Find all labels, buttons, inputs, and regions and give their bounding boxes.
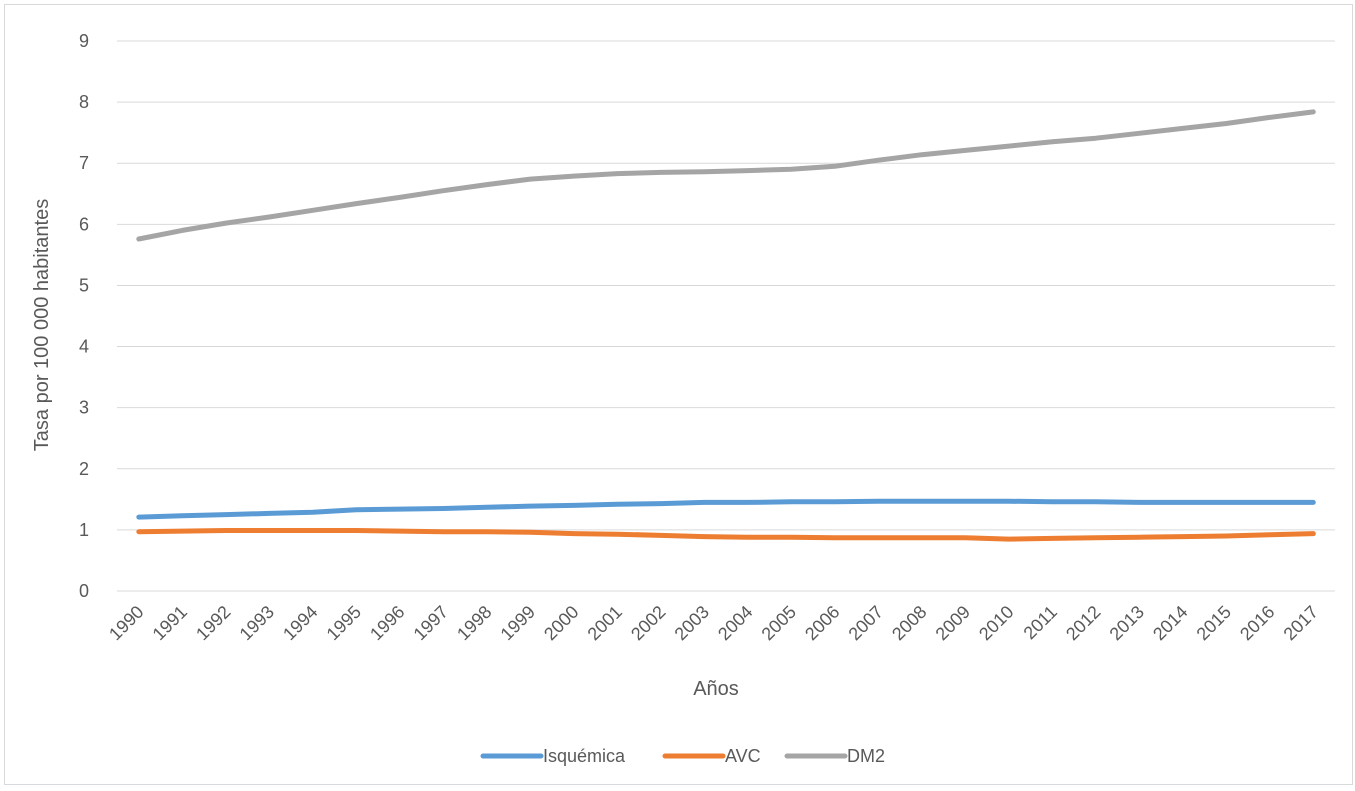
x-tick-label: 1995 <box>323 602 365 644</box>
y-tick-label: 7 <box>79 153 89 173</box>
x-axis-title: Años <box>693 678 739 700</box>
x-tick-label: 1996 <box>366 602 408 644</box>
gridlines <box>117 40 1335 592</box>
x-tick-label: 2013 <box>1106 602 1148 644</box>
y-tick-label: 3 <box>79 398 89 418</box>
y-tick-label: 8 <box>79 92 89 112</box>
x-tick-label: 2016 <box>1236 602 1278 644</box>
x-tick-label: 2002 <box>627 602 669 644</box>
series-line-isquemica <box>136 498 1316 520</box>
y-axis-ticks: 0 1 2 3 4 5 6 7 8 9 <box>79 31 89 601</box>
y-tick-label: 5 <box>79 275 89 295</box>
legend: Isquémica AVC DM2 <box>480 746 885 766</box>
y-tick-label: 9 <box>79 31 89 51</box>
x-tick-label: 2011 <box>1020 602 1062 644</box>
x-tick-label: 1997 <box>410 602 452 644</box>
x-tick-label: 2014 <box>1149 602 1191 644</box>
legend-label-dm2: DM2 <box>847 746 885 766</box>
x-tick-label: 2015 <box>1193 602 1235 644</box>
y-tick-label: 6 <box>79 214 89 234</box>
x-tick-label: 2001 <box>584 602 626 644</box>
x-tick-label: 1991 <box>149 602 191 644</box>
x-tick-label: 2008 <box>888 602 930 644</box>
series-line-dm2 <box>136 109 1316 242</box>
x-tick-label: 1990 <box>105 602 147 644</box>
x-tick-label: 1992 <box>192 602 234 644</box>
series-line-avc <box>136 528 1316 542</box>
legend-label-avc: AVC <box>725 746 761 766</box>
x-tick-label: 1999 <box>497 602 539 644</box>
x-tick-label: 2000 <box>540 602 582 644</box>
y-tick-label: 2 <box>79 459 89 479</box>
x-tick-label: 2017 <box>1280 602 1322 644</box>
x-tick-label: 2003 <box>671 602 713 644</box>
y-tick-label: 1 <box>79 520 89 540</box>
x-tick-label: 1994 <box>279 602 321 644</box>
x-tick-label: 1993 <box>236 602 278 644</box>
x-tick-label: 2012 <box>1062 602 1104 644</box>
x-tick-label: 2009 <box>932 602 974 644</box>
x-tick-label: 2004 <box>714 602 756 644</box>
x-tick-label: 2005 <box>758 602 800 644</box>
series-lines <box>136 109 1316 542</box>
y-tick-label: 4 <box>79 337 89 357</box>
y-tick-label: 0 <box>79 581 89 601</box>
y-axis-title: Tasa por 100 000 habitantes <box>31 199 53 451</box>
legend-label-isquemica: Isquémica <box>543 746 626 766</box>
x-tick-label: 1998 <box>453 602 495 644</box>
x-tick-label: 2007 <box>845 602 887 644</box>
x-tick-label: 2006 <box>801 602 843 644</box>
x-axis-ticks: 1990 1991 1992 1993 1994 1995 1996 1997 1998 1999… <box>105 602 1322 644</box>
x-tick-label: 2010 <box>975 602 1017 644</box>
